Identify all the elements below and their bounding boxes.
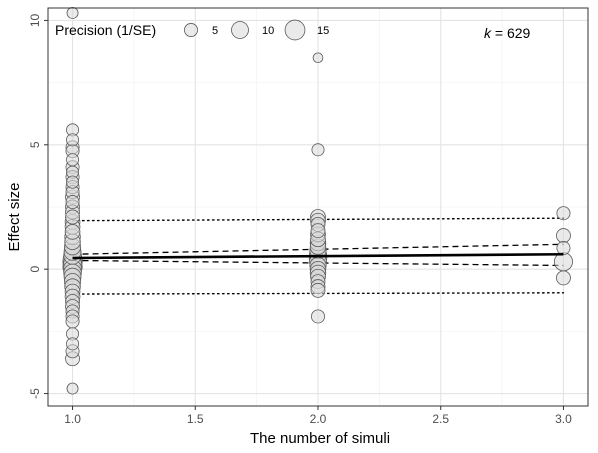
legend-keys: 5 10 15 [184, 19, 329, 41]
y-axis: -5 0 5 10 [28, 13, 48, 399]
x-axis: 1.0 1.5 2.0 2.5 3.0 [64, 406, 572, 426]
data-point [311, 143, 325, 157]
annotation-k: k [484, 25, 492, 41]
legend-key-label: 15 [317, 25, 329, 37]
data-point [310, 223, 326, 239]
data-point [65, 195, 80, 210]
legend-title: Precision (1/SE) [55, 22, 156, 38]
data-point [556, 228, 571, 244]
legend-key-label: 10 [262, 25, 274, 37]
x-tick-label: 2.0 [310, 412, 327, 426]
x-tick-label: 2.5 [432, 412, 449, 426]
x-axis-title: The number of simuli [250, 430, 390, 447]
y-axis-title: Effect size [6, 183, 23, 252]
data-point [66, 175, 80, 189]
y-tick-label: 5 [28, 141, 42, 148]
annotation-value: = 629 [491, 25, 531, 41]
x-tick-label: 3.0 [555, 412, 572, 426]
y-tick-label: 0 [28, 266, 42, 273]
x-tick-label: 1.0 [64, 412, 81, 426]
data-point [66, 337, 80, 351]
data-point [312, 52, 324, 64]
y-tick-label: -5 [28, 388, 42, 399]
data-point [66, 382, 79, 395]
data-point [66, 7, 79, 19]
legend-key-label: 5 [212, 25, 218, 37]
data-points [62, 7, 573, 395]
sample-size-annotation: k = 629 [484, 25, 531, 41]
data-point [66, 153, 80, 167]
x-tick-label: 1.5 [187, 412, 204, 426]
regression-line [72, 252, 564, 260]
data-point [66, 133, 80, 147]
legend-key-circle [231, 21, 249, 39]
data-point [556, 206, 571, 221]
data-point [310, 282, 326, 298]
y-tick-label: 10 [28, 13, 42, 27]
data-point [64, 224, 81, 240]
data-point [65, 209, 80, 225]
legend-key-circle [284, 19, 306, 41]
data-point [311, 309, 325, 324]
data-point [65, 314, 80, 329]
data-point [556, 241, 571, 256]
data-point [556, 270, 571, 286]
legend: Precision (1/SE) 5 10 15 [55, 19, 329, 41]
legend-key-circle [184, 23, 198, 37]
